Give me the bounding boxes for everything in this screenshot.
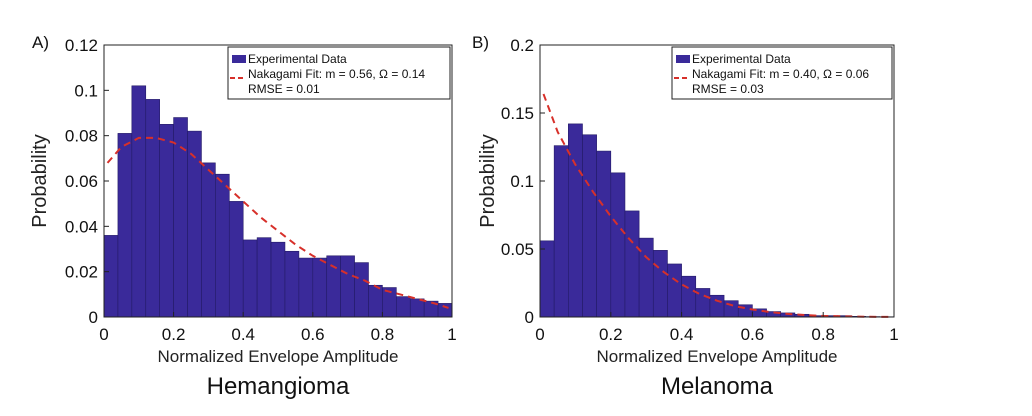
legend-entry-data: Experimental Data — [248, 52, 347, 66]
histogram-bar — [256, 237, 272, 318]
histogram-bar — [103, 235, 119, 318]
x-tick-label: 0.8 — [371, 325, 395, 344]
y-axis-label: Probability — [477, 134, 499, 227]
x-axis-ticks: 0 0.2 0.4 0.6 0.8 1 — [99, 312, 457, 344]
histogram-bar — [145, 99, 160, 318]
histogram-bar — [638, 237, 654, 318]
y-axis-ticks: 0 0.05 0.1 0.15 0.2 — [501, 36, 545, 327]
histogram-bar — [610, 172, 626, 318]
x-tick-label: 1 — [889, 325, 898, 344]
histogram-bar — [215, 173, 230, 318]
histogram-bar — [368, 284, 383, 318]
histogram-bar — [667, 263, 682, 318]
nakagami-fit-line — [542, 93, 891, 318]
panel-hemangioma: A) 0 0.02 0.04 0.06 0.08 0.1 0.12 0 0.2 0.4 0.6 0.… — [29, 33, 457, 400]
histogram-bars — [539, 123, 895, 318]
histogram-bar — [582, 134, 597, 318]
histogram-bar — [396, 296, 411, 318]
x-tick-label: 0 — [535, 325, 544, 344]
x-tick-label: 0.6 — [741, 325, 765, 344]
y-tick-label: 0.05 — [501, 240, 534, 259]
histogram-bar — [117, 133, 133, 318]
x-axis-label: Normalized Envelope Amplitude — [597, 347, 838, 366]
histogram-bar — [681, 275, 697, 318]
y-tick-label: 0.15 — [501, 104, 534, 123]
histogram-bar — [242, 239, 258, 318]
legend: Experimental Data Nakagami Fit: m = 0.56… — [227, 46, 451, 100]
histogram-bar — [553, 145, 569, 318]
legend-swatch-bars — [676, 55, 690, 63]
legend-rmse: RMSE = 0.03 — [692, 82, 764, 96]
x-tick-label: 1 — [447, 325, 456, 344]
panel-melanoma: B) 0 0.05 0.1 0.15 0.2 0 0.2 0.4 0.6 0.8 1 Probab… — [472, 33, 899, 400]
x-tick-label: 0.2 — [599, 325, 623, 344]
y-tick-label: 0.12 — [65, 36, 98, 55]
y-tick-label: 0.04 — [65, 217, 98, 236]
nakagami-fit-line — [106, 136, 449, 309]
histogram-bar — [298, 257, 314, 318]
y-tick-label: 0 — [525, 308, 534, 327]
y-tick-label: 0.02 — [65, 263, 98, 282]
x-tick-label: 0 — [99, 325, 108, 344]
legend-entry-fit: Nakagami Fit: m = 0.56, Ω = 0.14 — [248, 67, 425, 81]
histogram-bar — [652, 250, 668, 318]
histogram-bar — [326, 255, 341, 318]
legend: Experimental Data Nakagami Fit: m = 0.40… — [671, 46, 893, 100]
x-tick-label: 0.6 — [301, 325, 325, 344]
histogram-bar — [539, 240, 555, 318]
panel-label-a: A) — [32, 33, 49, 52]
histogram-bars — [103, 85, 453, 318]
legend-box — [671, 46, 893, 100]
histogram-bar — [187, 130, 202, 318]
y-tick-label: 0 — [89, 308, 98, 327]
histogram-bar — [131, 85, 147, 318]
histogram-bar — [284, 250, 300, 318]
y-axis-ticks: 0 0.02 0.04 0.06 0.08 0.1 0.12 — [65, 36, 109, 327]
legend-entry-data: Experimental Data — [692, 52, 791, 66]
panel-label-b: B) — [472, 33, 489, 52]
legend-box — [227, 46, 451, 100]
histogram-bar — [201, 162, 216, 318]
x-tick-label: 0.8 — [811, 325, 835, 344]
histogram-bar — [354, 262, 369, 318]
y-tick-label: 0.1 — [510, 172, 534, 191]
histogram-bar — [340, 255, 355, 318]
y-tick-label: 0.06 — [65, 172, 98, 191]
histogram-bar — [437, 303, 453, 318]
legend-rmse: RMSE = 0.01 — [248, 82, 320, 96]
x-tick-label: 0.4 — [231, 325, 255, 344]
histogram-bar — [709, 294, 725, 318]
histogram-bar — [723, 300, 739, 318]
y-axis-label: Probability — [29, 134, 51, 227]
y-tick-label: 0.08 — [65, 127, 98, 146]
chart-title: Melanoma — [661, 373, 774, 400]
x-axis-label: Normalized Envelope Amplitude — [158, 347, 399, 366]
histogram-bar — [159, 124, 174, 318]
legend-entry-fit: Nakagami Fit: m = 0.40, Ω = 0.06 — [692, 67, 869, 81]
histogram-bar — [409, 298, 425, 318]
y-tick-label: 0.1 — [74, 81, 98, 100]
histogram-bar — [596, 150, 612, 318]
y-tick-label: 0.2 — [510, 36, 534, 55]
histogram-bar — [270, 241, 286, 318]
histogram-bar — [312, 257, 328, 318]
chart-title: Hemangioma — [207, 373, 350, 400]
legend-swatch-bars — [232, 55, 246, 63]
x-axis-ticks: 0 0.2 0.4 0.6 0.8 1 — [535, 312, 899, 344]
histogram-bar — [568, 123, 583, 318]
histogram-bar — [228, 201, 244, 318]
histogram-bar — [624, 210, 640, 318]
x-tick-label: 0.2 — [162, 325, 186, 344]
x-tick-label: 0.4 — [670, 325, 694, 344]
